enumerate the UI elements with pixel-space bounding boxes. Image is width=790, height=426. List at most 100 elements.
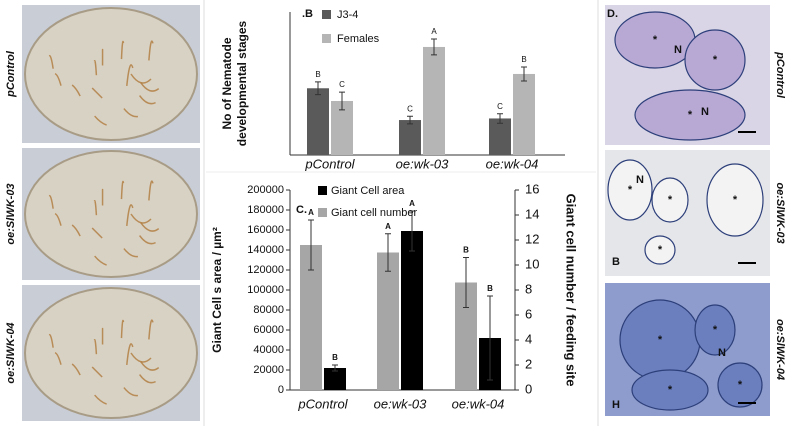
- root: [71, 84, 81, 97]
- giant-cell: [684, 29, 746, 91]
- y2-tick-label: 0: [525, 381, 532, 396]
- nucleus-label: N: [718, 347, 726, 359]
- error-bar: [407, 115, 413, 125]
- legend-swatch: [322, 10, 331, 19]
- root: [140, 361, 160, 371]
- nucleus-label: N: [701, 106, 709, 118]
- legend-swatch: [318, 208, 327, 217]
- y2-tick-label: 10: [525, 256, 539, 271]
- bar: [324, 368, 346, 390]
- root: [123, 108, 139, 118]
- scale-bar: [738, 131, 756, 133]
- significance-letter: C: [407, 104, 413, 113]
- giant-cell: [651, 177, 689, 223]
- tag: H: [612, 399, 620, 411]
- error-bar: [385, 233, 391, 272]
- root: [126, 204, 134, 227]
- root: [93, 60, 98, 76]
- root: [54, 352, 62, 365]
- giant-cell: [634, 89, 746, 141]
- cell-mark: *: [653, 34, 658, 46]
- x-tick-label: oe:wk-03: [374, 396, 428, 411]
- root: [91, 87, 103, 99]
- bar: [300, 245, 322, 390]
- root: [93, 200, 98, 216]
- legend-label: Females: [337, 33, 380, 45]
- nucleus-label: N: [636, 174, 644, 186]
- significance-letter: B: [315, 70, 320, 79]
- y2-axis-label: Giant cell number / feeding site: [564, 194, 579, 387]
- giant-cell: [706, 163, 764, 237]
- row-label: oe:SlWK-03: [774, 182, 786, 243]
- charts: No of Nematode developmental stages pContr…: [210, 8, 578, 412]
- error-bar: [487, 295, 493, 381]
- root: [140, 82, 160, 92]
- y2-tick-label: 4: [525, 331, 532, 346]
- root: [138, 235, 156, 245]
- error-bar: [409, 210, 415, 252]
- root: [120, 40, 125, 60]
- panel-label: C.: [296, 204, 307, 216]
- y2-tick-label: 2: [525, 356, 532, 371]
- giant-cell: [694, 304, 736, 356]
- cell-mark: *: [733, 194, 738, 206]
- nucleus-label: N: [674, 44, 682, 56]
- bar: [455, 282, 477, 390]
- cell-mark: *: [658, 334, 663, 346]
- cell-mark: *: [668, 194, 673, 206]
- root: [48, 194, 54, 209]
- root: [123, 248, 139, 258]
- giant-cell: [717, 362, 763, 408]
- y-tick-label: 140000: [247, 244, 284, 256]
- cell-mark: *: [688, 109, 693, 121]
- significance-letter: B: [487, 284, 493, 293]
- y2-tick-label: 6: [525, 306, 532, 321]
- legend-label: Giant cell number: [331, 207, 418, 219]
- error-bar: [521, 66, 527, 82]
- root: [126, 343, 134, 366]
- root: [120, 319, 125, 339]
- root: [48, 333, 54, 348]
- significance-letter: C: [497, 102, 503, 111]
- significance-letter: A: [409, 199, 415, 208]
- significance-letter: A: [431, 27, 437, 36]
- y-tick-label: 200000: [247, 184, 284, 196]
- cell-mark: *: [628, 184, 633, 196]
- bar: [399, 120, 421, 155]
- y2-tick-label: 16: [525, 181, 539, 196]
- row-label: pControl: [5, 50, 17, 98]
- error-bar: [497, 113, 503, 124]
- bar: [401, 231, 423, 390]
- y-tick-label: 0: [278, 384, 284, 396]
- y-axis-label: Giant Cell s area / µm²: [210, 227, 224, 353]
- scale-bar: [738, 262, 756, 264]
- root: [148, 180, 154, 201]
- tag: B: [612, 256, 620, 268]
- root: [126, 64, 134, 87]
- row-label: oe:SlWK-03: [5, 183, 17, 244]
- y-axis-label: developmental stages: [235, 20, 249, 146]
- y-tick-label: 20000: [253, 364, 284, 376]
- row-label: oe:SlWK-04: [5, 322, 17, 383]
- dish: [24, 150, 198, 278]
- legend-swatch: [322, 34, 331, 43]
- scale-bar: [738, 402, 756, 404]
- cell-mark: *: [713, 324, 718, 336]
- error-bar: [463, 257, 469, 308]
- root: [71, 224, 81, 237]
- bar: [423, 46, 445, 156]
- root: [138, 374, 156, 384]
- root: [94, 115, 107, 126]
- row-label: pControl: [774, 51, 786, 99]
- dish: [24, 287, 198, 419]
- panel-label: .B: [302, 8, 313, 20]
- giant-cell: [607, 159, 653, 221]
- root: [140, 222, 160, 232]
- root: [148, 319, 154, 340]
- legend-label: J3-4: [337, 9, 358, 21]
- cell-mark: *: [668, 384, 673, 396]
- significance-letter: A: [385, 222, 391, 231]
- x-tick-label: oe:wk-04: [452, 396, 505, 411]
- cell-mark: *: [738, 379, 743, 391]
- panel-label: D.: [607, 8, 618, 20]
